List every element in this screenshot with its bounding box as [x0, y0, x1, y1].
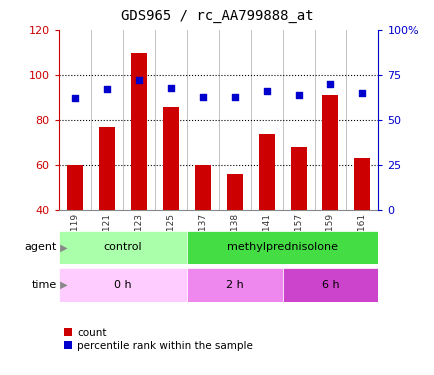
Bar	[186, 268, 282, 302]
Point	[167, 85, 174, 91]
Bar	[99, 127, 115, 210]
Bar	[162, 106, 178, 210]
Text: GDS965 / rc_AA799888_at: GDS965 / rc_AA799888_at	[121, 9, 313, 23]
Text: control: control	[103, 243, 141, 252]
Text: agent: agent	[24, 243, 56, 252]
Legend: count, percentile rank within the sample: count, percentile rank within the sample	[64, 328, 253, 351]
Point	[294, 92, 301, 98]
Bar	[354, 158, 370, 210]
Point	[71, 95, 78, 101]
Text: ▶: ▶	[57, 280, 68, 290]
Bar	[290, 147, 306, 210]
Bar	[186, 231, 378, 264]
Text: 6 h: 6 h	[321, 280, 339, 290]
Point	[326, 81, 333, 87]
Bar	[194, 165, 210, 210]
Bar	[322, 95, 338, 210]
Bar	[226, 174, 242, 210]
Bar	[130, 53, 146, 210]
Bar	[66, 165, 82, 210]
Point	[358, 90, 365, 96]
Bar	[282, 268, 378, 302]
Point	[103, 86, 110, 92]
Bar	[258, 134, 274, 210]
Text: 2 h: 2 h	[225, 280, 243, 290]
Point	[199, 94, 206, 100]
Text: 0 h: 0 h	[114, 280, 131, 290]
Point	[135, 77, 142, 83]
Bar	[59, 231, 186, 264]
Text: methylprednisolone: methylprednisolone	[227, 243, 337, 252]
Text: ▶: ▶	[57, 243, 68, 252]
Bar	[59, 268, 186, 302]
Point	[230, 94, 237, 100]
Text: time: time	[31, 280, 56, 290]
Point	[263, 88, 270, 94]
